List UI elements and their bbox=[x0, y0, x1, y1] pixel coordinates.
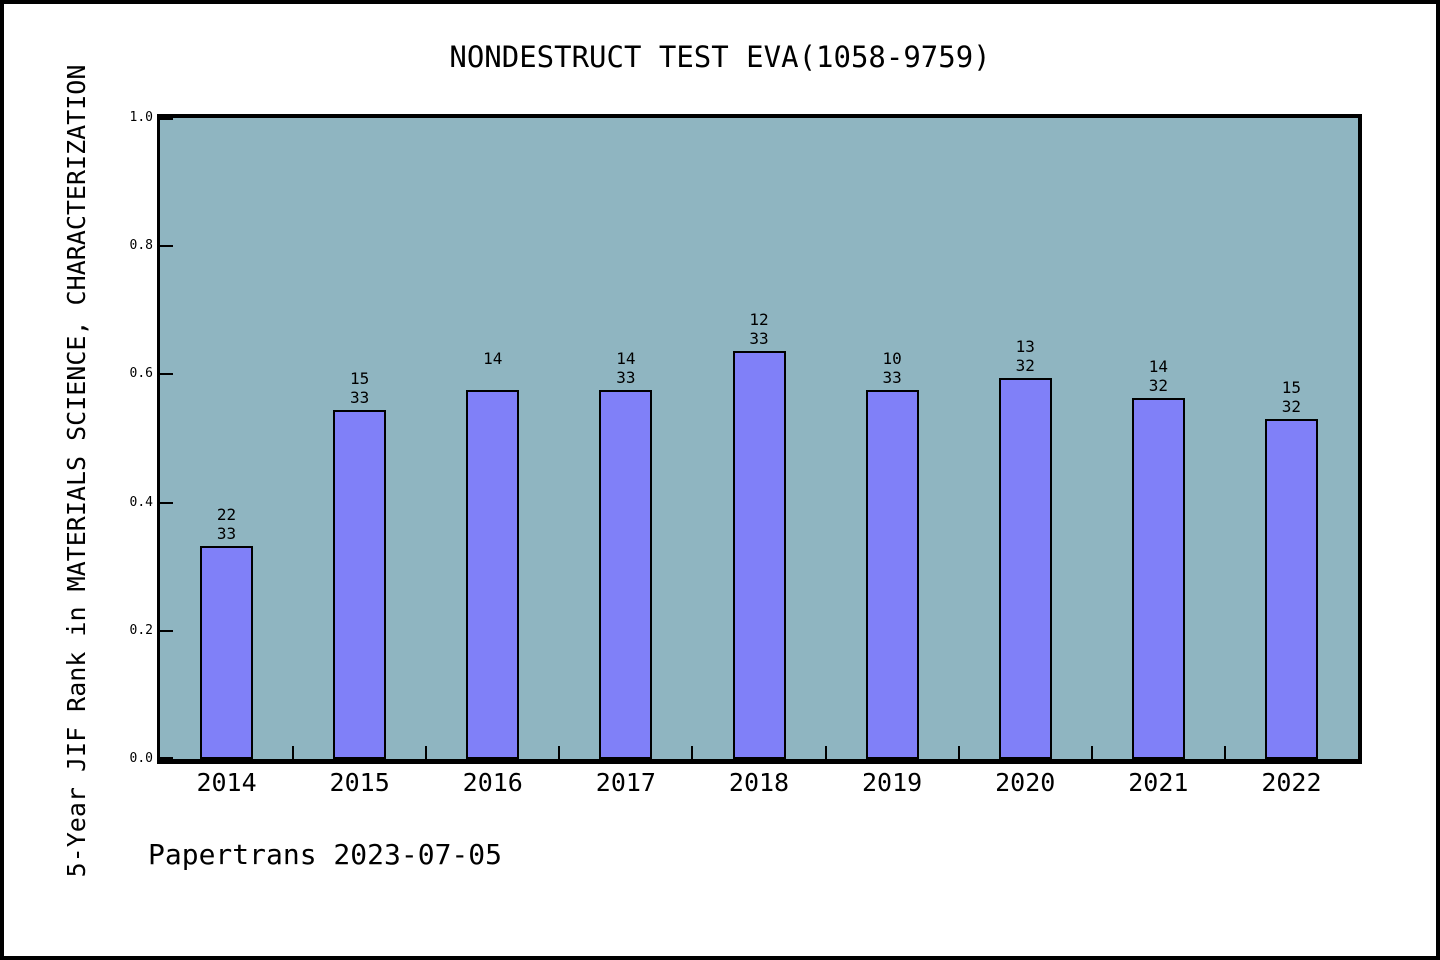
y-tick-label-0.6: 0.6 bbox=[129, 366, 153, 382]
x-minor-tick bbox=[292, 746, 295, 759]
y-axis-title: 5-Year JIF Rank in MATERIALS SCIENCE, CH… bbox=[62, 64, 91, 878]
bar-2015 bbox=[333, 410, 387, 759]
x-minor-tick bbox=[425, 746, 428, 759]
y-tick-label-1.0: 1.0 bbox=[129, 110, 153, 125]
y-tick bbox=[160, 501, 173, 504]
bar-value-label: 14 33 bbox=[616, 349, 636, 387]
y-tick bbox=[160, 757, 173, 759]
x-tick-label-2019: 2019 bbox=[862, 768, 923, 797]
bar-value-label: 15 32 bbox=[1281, 378, 1302, 416]
bar-value-label: 12 33 bbox=[749, 310, 769, 348]
x-minor-tick bbox=[1223, 746, 1226, 759]
bar-2021 bbox=[1131, 398, 1185, 759]
y-tick-label-0.8: 0.8 bbox=[129, 238, 153, 254]
y-tick-label-0.4: 0.4 bbox=[129, 494, 153, 510]
x-tick-label-2018: 2018 bbox=[728, 768, 790, 797]
y-tick-label-0.2: 0.2 bbox=[129, 622, 153, 638]
x-tick-labels: 2014 2015 2016 2017 2018 2019 2020 2021 2022 bbox=[160, 768, 1358, 802]
x-minor-tick bbox=[558, 746, 561, 759]
x-minor-tick bbox=[957, 746, 960, 759]
x-tick-label-2021: 2021 bbox=[1128, 768, 1189, 797]
bar-value-label: 10 33 bbox=[882, 349, 902, 387]
x-tick-label-2016: 2016 bbox=[462, 768, 523, 797]
chart-title: NONDESTRUCT TEST EVA(1058-9759) bbox=[449, 40, 991, 74]
x-minor-tick bbox=[824, 746, 827, 759]
bar-2020 bbox=[998, 378, 1052, 759]
bar-value-label: 15 33 bbox=[350, 369, 370, 407]
x-minor-tick bbox=[691, 746, 694, 759]
bar-value-label: 13 32 bbox=[1015, 337, 1035, 375]
plot-inner: 22 33 15 33 14 14 33 12 33 10 33 13 32 14 32 15 32 bbox=[160, 118, 1358, 759]
y-tick bbox=[160, 629, 173, 632]
bar-2017 bbox=[599, 390, 653, 759]
y-tick bbox=[160, 118, 173, 120]
x-tick-label-2014: 2014 bbox=[196, 768, 257, 797]
x-tick-label-2020: 2020 bbox=[995, 768, 1056, 797]
y-tick bbox=[160, 373, 173, 376]
y-tick bbox=[160, 245, 173, 248]
x-tick-label-2022: 2022 bbox=[1261, 768, 1322, 797]
bar-2022 bbox=[1264, 419, 1318, 759]
x-tick-label-2015: 2015 bbox=[329, 768, 390, 797]
bar-value-label: 14 bbox=[483, 349, 503, 368]
footer-watermark: Papertrans 2023-07-05 bbox=[148, 838, 503, 871]
bar-2018 bbox=[732, 351, 786, 759]
bar-value-label: 22 33 bbox=[216, 505, 237, 543]
bar-value-label: 14 32 bbox=[1148, 357, 1168, 395]
plot-area: 22 33 15 33 14 14 33 12 33 10 33 13 32 14 32 15 32 bbox=[157, 114, 1362, 764]
y-tick-label-0.0: 0.0 bbox=[129, 751, 153, 766]
bar-2019 bbox=[865, 390, 919, 759]
bar-2014 bbox=[200, 546, 254, 759]
bar-2016 bbox=[466, 390, 520, 759]
x-tick-label-2017: 2017 bbox=[595, 768, 656, 797]
x-minor-tick bbox=[1090, 746, 1093, 759]
